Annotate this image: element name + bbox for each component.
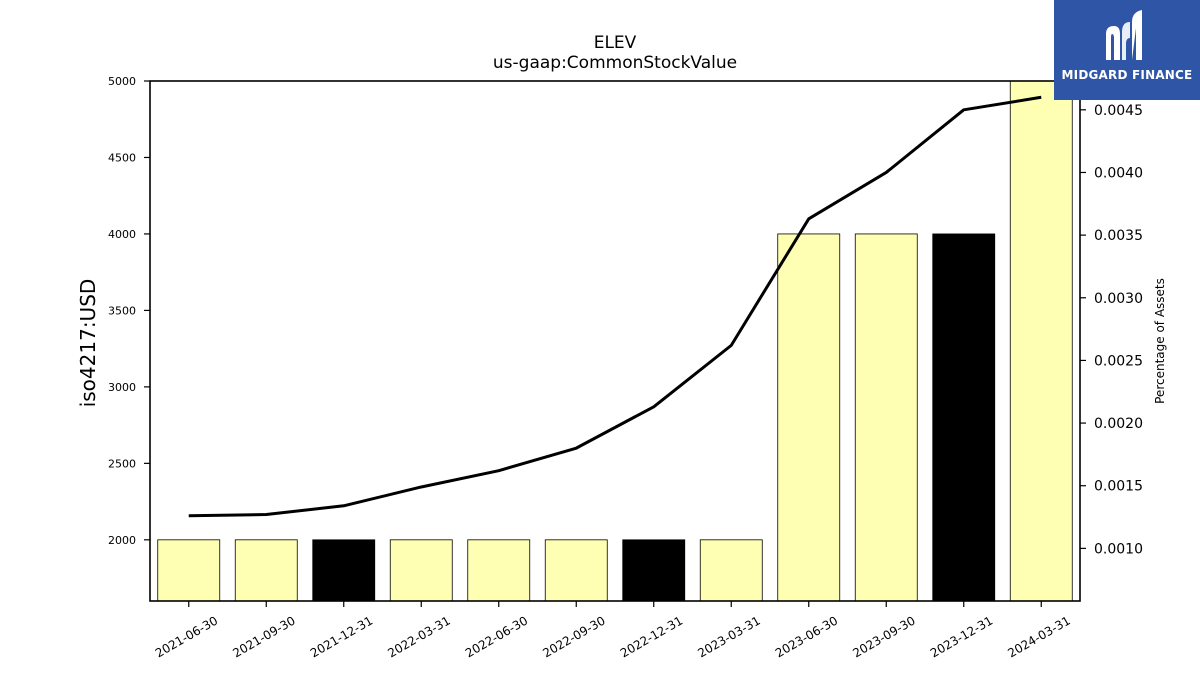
x-tick-label: 2021-12-31 [308, 613, 375, 660]
y2-tick-label: 0.0020 [1094, 416, 1143, 432]
x-tick-label: 2022-06-30 [463, 613, 530, 660]
y2-tick-label: 0.0035 [1094, 228, 1143, 244]
y-tick-label: 4500 [108, 151, 136, 164]
logo-text: MIDGARD FINANCE [1061, 68, 1193, 82]
x-tick-label: 2021-06-30 [153, 613, 220, 660]
bar-2023-09-30 [854, 233, 918, 602]
x-tick-label: 2023-12-31 [928, 613, 995, 660]
bar-2022-12-31 [622, 539, 686, 602]
bar-2021-12-31 [312, 539, 376, 602]
x-tick-label: 2024-03-31 [1005, 613, 1072, 660]
x-tick-label: 2022-03-31 [385, 613, 452, 660]
line-group [188, 95, 1042, 518]
bar-2022-06-30 [467, 539, 531, 602]
chart-title: ELEV [594, 33, 637, 53]
y2-tick-label: 0.0015 [1094, 479, 1143, 495]
bar-2021-06-30 [157, 539, 221, 602]
bar-2022-03-31 [389, 539, 453, 602]
y-tick-label: 3000 [108, 381, 136, 394]
y2-tick-label: 0.0040 [1094, 165, 1143, 181]
y-axis-label: iso4217:USD [76, 279, 100, 408]
bar-2024-03-31 [1009, 80, 1073, 602]
bar-2023-12-31 [932, 233, 996, 602]
y2-tick-label: 0.0025 [1094, 353, 1143, 369]
x-tick-label: 2023-03-31 [695, 613, 762, 660]
y2-tick-label: 0.0010 [1094, 541, 1143, 557]
y-tick-label: 3500 [108, 304, 136, 317]
bars-group [157, 80, 1073, 602]
y-tick-label: 2500 [108, 457, 136, 470]
x-tick-label: 2022-09-30 [540, 613, 607, 660]
bar-2023-06-30 [777, 233, 841, 602]
y-tick-label: 4000 [108, 228, 136, 241]
y2-tick-label: 0.0030 [1094, 291, 1143, 307]
x-tick-label: 2023-06-30 [773, 613, 840, 660]
plot-frame [149, 80, 1081, 602]
percentage-line [188, 95, 1042, 518]
x-tick-label: 2022-12-31 [618, 613, 685, 660]
logo-mark-icon [1106, 10, 1142, 60]
y-tick-label: 5000 [108, 75, 136, 88]
bar-2021-09-30 [234, 539, 298, 602]
y2-axis-label: Percentage of Assets [1153, 278, 1167, 404]
midgard-finance-logo: MIDGARD FINANCE [1054, 0, 1200, 100]
chart-subtitle: us-gaap:CommonStockValue [493, 53, 737, 73]
bar-2022-09-30 [544, 539, 608, 602]
bar-2023-03-31 [699, 539, 763, 602]
x-tick-label: 2021-09-30 [230, 613, 297, 660]
x-tick-label: 2023-09-30 [850, 613, 917, 660]
y2-tick-label: 0.0045 [1094, 103, 1143, 119]
y-tick-label: 2000 [108, 534, 136, 547]
